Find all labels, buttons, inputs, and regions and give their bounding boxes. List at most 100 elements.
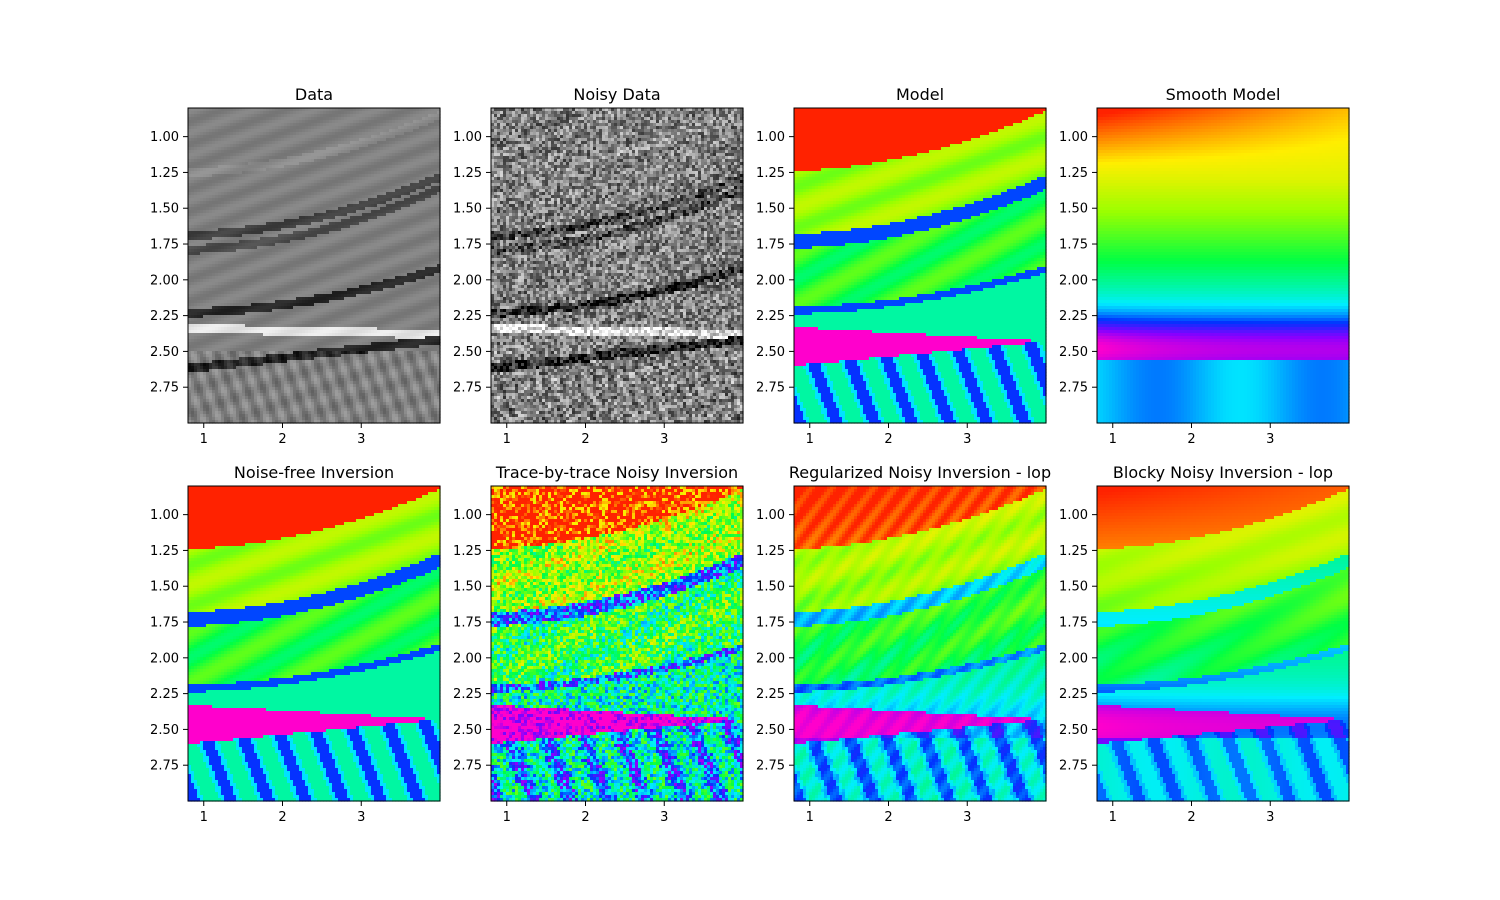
y-tick-label: 2.00 [150,651,179,666]
y-tick-label: 2.00 [1059,651,1088,666]
x-tick-label: 2 [884,432,892,447]
heatmap-image [188,108,441,424]
y-tick-label: 2.25 [1059,687,1088,702]
x-tick-label: 2 [581,432,589,447]
y-tick-label: 1.00 [150,130,179,145]
y-tick-label: 1.25 [1059,166,1088,181]
y-tick-label: 1.25 [453,544,482,559]
heatmap-image [491,486,744,802]
x-tick-label: 1 [503,810,511,825]
y-tick-label: 2.00 [453,273,482,288]
x-tick-label: 1 [806,432,814,447]
panel-title: Smooth Model [1166,85,1281,104]
y-tick-label: 1.50 [150,202,179,217]
heatmap-image [794,108,1047,424]
y-tick-label: 2.75 [1059,759,1088,774]
y-tick-label: 1.50 [756,202,785,217]
y-tick-label: 2.75 [453,759,482,774]
panel-title: Noisy Data [573,85,660,104]
y-tick-label: 2.25 [150,687,179,702]
heatmap-image [188,486,441,802]
y-tick-label: 1.00 [1059,508,1088,523]
y-tick-label: 2.75 [453,381,482,396]
panel-title: Trace-by-trace Noisy Inversion [495,463,738,482]
y-tick-label: 2.75 [756,759,785,774]
x-tick-label: 3 [963,810,971,825]
y-tick-label: 2.25 [756,309,785,324]
panel-title: Model [896,85,944,104]
x-tick-label: 2 [884,810,892,825]
heatmap-image [1097,486,1350,802]
y-tick-label: 1.00 [453,130,482,145]
y-tick-label: 1.75 [756,238,785,253]
x-tick-label: 2 [278,810,286,825]
x-tick-label: 2 [278,432,286,447]
y-tick-label: 1.75 [150,616,179,631]
y-tick-label: 2.75 [150,759,179,774]
y-tick-label: 2.50 [453,723,482,738]
y-tick-label: 1.25 [756,544,785,559]
y-tick-label: 2.00 [453,651,482,666]
y-tick-label: 2.50 [150,345,179,360]
x-tick-label: 3 [660,810,668,825]
y-tick-label: 2.00 [1059,273,1088,288]
y-tick-label: 1.50 [453,202,482,217]
y-tick-label: 2.25 [453,687,482,702]
x-tick-label: 2 [1187,432,1195,447]
y-tick-label: 2.25 [453,309,482,324]
y-tick-label: 2.25 [150,309,179,324]
y-tick-label: 1.75 [1059,616,1088,631]
panel-title: Noise-free Inversion [234,463,394,482]
y-tick-label: 1.00 [150,508,179,523]
y-tick-label: 1.25 [1059,544,1088,559]
x-tick-label: 2 [1187,810,1195,825]
panel-title: Regularized Noisy Inversion - lop [789,463,1051,482]
y-tick-label: 2.00 [756,273,785,288]
y-tick-label: 2.50 [150,723,179,738]
y-tick-label: 1.50 [1059,580,1088,595]
x-tick-label: 1 [1109,810,1117,825]
y-tick-label: 1.25 [150,544,179,559]
x-tick-label: 3 [660,432,668,447]
y-tick-label: 1.00 [1059,130,1088,145]
y-tick-label: 2.75 [1059,381,1088,396]
y-tick-label: 2.00 [756,651,785,666]
x-tick-label: 1 [806,810,814,825]
x-tick-label: 3 [1266,432,1274,447]
y-tick-label: 2.00 [150,273,179,288]
y-tick-label: 2.25 [756,687,785,702]
x-tick-label: 3 [357,810,365,825]
x-tick-label: 1 [200,810,208,825]
y-tick-label: 2.50 [1059,345,1088,360]
y-tick-label: 1.50 [1059,202,1088,217]
y-tick-label: 1.00 [756,130,785,145]
heatmap-image [794,486,1047,802]
panel-7: Regularized Noisy Inversion - lop 1 2 3 1.00… [756,463,1051,825]
y-tick-label: 2.50 [756,345,785,360]
x-tick-label: 1 [200,432,208,447]
y-tick-label: 1.75 [756,616,785,631]
panel-title: Data [295,85,333,104]
y-tick-label: 2.50 [453,345,482,360]
heatmap-image [491,108,744,424]
y-tick-label: 1.00 [453,508,482,523]
y-tick-label: 2.75 [150,381,179,396]
y-tick-label: 1.75 [1059,238,1088,253]
y-tick-label: 2.25 [1059,309,1088,324]
y-tick-label: 1.50 [453,580,482,595]
y-tick-label: 1.00 [756,508,785,523]
y-tick-label: 1.25 [756,166,785,181]
y-tick-label: 2.50 [1059,723,1088,738]
y-tick-label: 1.25 [453,166,482,181]
y-tick-label: 1.25 [150,166,179,181]
y-tick-label: 2.50 [756,723,785,738]
y-tick-label: 1.75 [150,238,179,253]
